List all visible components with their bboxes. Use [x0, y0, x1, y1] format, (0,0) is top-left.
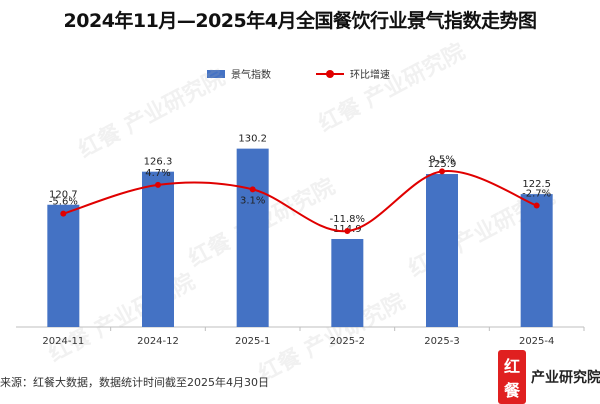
growth-point [439, 168, 445, 175]
growth-value-label: 9.5% [429, 154, 454, 165]
growth-point [155, 181, 161, 188]
brand-logo-text: 产业研究院 [531, 370, 600, 386]
bar [520, 194, 553, 327]
bar-value-label: 125.9 [428, 159, 457, 170]
brand-logo-mark: 红餐 [498, 350, 527, 404]
growth-value-label: 3.1% [240, 195, 265, 206]
x-tick-label: 2025-1 [235, 336, 270, 347]
legend-item-bar: 景气指数 [207, 66, 271, 81]
growth-value-label: -5.6% [49, 197, 78, 208]
legend-swatch-line [316, 69, 344, 78]
bar-value-label: 120.7 [49, 190, 78, 201]
growth-value-label: -2.7% [522, 189, 551, 200]
legend-label-line: 环比增速 [350, 70, 390, 81]
bar [47, 204, 80, 327]
growth-point [249, 186, 256, 193]
x-tick-label: 2025-3 [424, 336, 459, 347]
bar-value-label: 130.2 [238, 134, 267, 145]
legend-swatch-bar [207, 69, 225, 78]
bar [236, 148, 269, 327]
bar [142, 171, 174, 327]
x-tick-label: 2024-12 [137, 336, 179, 347]
chart-title: 2024年11月—2025年4月全国餐饮行业景气指数走势图 [63, 10, 537, 32]
growth-line [63, 170, 538, 233]
bar [331, 238, 364, 327]
x-tick-label: 2025-2 [330, 336, 365, 347]
growth-point [344, 228, 351, 235]
growth-value-label: 4.7% [145, 168, 170, 179]
legend-item-line: 环比增速 [316, 66, 390, 81]
x-tick-label: 2024-11 [42, 336, 84, 347]
bar [426, 174, 458, 327]
bar-value-label: 126.3 [144, 157, 173, 168]
bar-value-label: 122.5 [522, 179, 551, 190]
legend: 景气指数 环比增速 [0, 66, 600, 82]
growth-value-label: -11.8% [330, 214, 365, 225]
x-tick-label: 2025-4 [519, 336, 554, 347]
growth-point [533, 202, 540, 209]
growth-point [60, 210, 67, 217]
brand-logo: 红餐 产业研究院 [498, 350, 600, 404]
legend-label-bar: 景气指数 [231, 70, 271, 81]
source-note: 来源：红餐大数据，数据统计时间截至2025年4月30日 [0, 376, 269, 389]
